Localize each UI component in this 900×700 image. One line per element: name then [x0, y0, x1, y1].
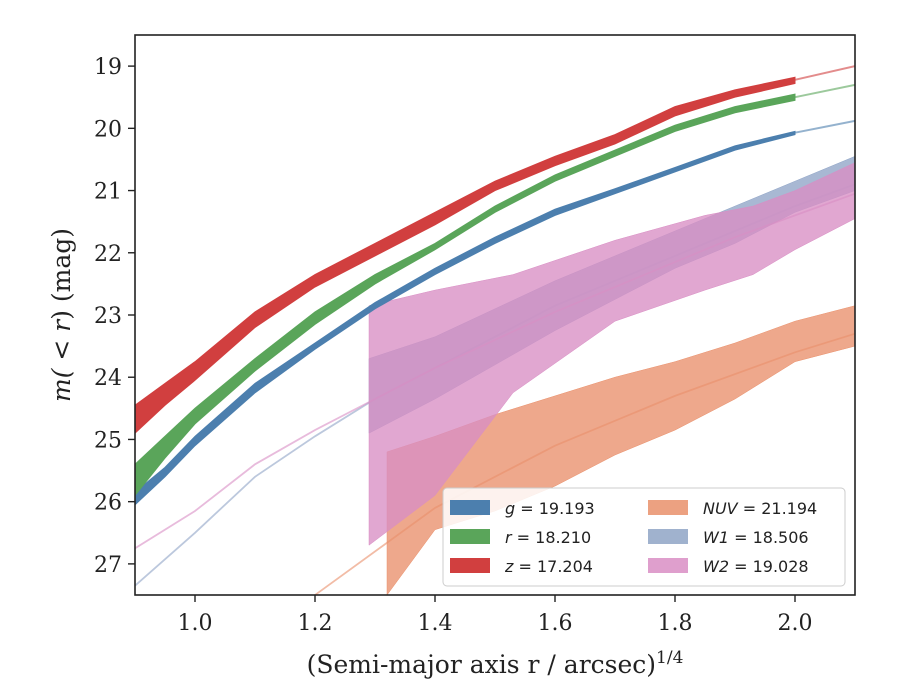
legend-label-nuv: NUV = 21.194	[703, 499, 817, 518]
y-axis-title: m( < r) (mag)	[47, 228, 76, 402]
legend-swatch-w1	[648, 529, 688, 544]
x-tick-label: 1.2	[298, 611, 333, 636]
y-tick-label: 21	[94, 180, 122, 205]
series-z-band	[135, 76, 796, 434]
x-tick-label: 1.4	[418, 611, 453, 636]
legend-swatch-g	[450, 500, 490, 515]
y-tick-label: 23	[94, 304, 122, 329]
y-tick-label: 20	[94, 117, 122, 142]
ticks-layer: 1.0 1.2 1.4 1.6 1.8 2.0 19 20 21 22 23 24 25 26 27	[94, 55, 813, 636]
y-tick-label: 19	[94, 55, 122, 80]
legend-equals: =	[515, 499, 539, 518]
y-tick-label: 26	[94, 491, 122, 516]
legend-band-name: z	[504, 557, 514, 576]
x-tick-label: 1.8	[658, 611, 693, 636]
legend-swatch-w2	[648, 558, 688, 573]
x-axis-title-main: (Semi-major axis r / arcsec)	[307, 650, 656, 679]
legend: g = 19.193 r = 18.210 z = 17.204 NUV = 21.1…	[442, 487, 846, 587]
legend-label-w1: W1 = 18.506	[703, 528, 809, 547]
series-r-band	[135, 93, 796, 497]
legend-label-r: r = 18.210	[505, 528, 591, 547]
legend-swatch-nuv	[648, 500, 688, 515]
legend-magnitude: 19.028	[753, 557, 809, 576]
legend-label-g: g = 19.193	[505, 499, 595, 518]
x-axis-title-exponent: 1/4	[656, 648, 683, 668]
legend-band-name: r	[505, 528, 513, 547]
legend-band-name: W2	[703, 557, 729, 576]
legend-label-z: z = 17.204	[504, 557, 593, 576]
legend-magnitude: 18.210	[535, 528, 591, 547]
legend-equals: =	[729, 528, 753, 547]
y-axis-title-post: ) (mag)	[47, 228, 76, 320]
legend-magnitude: 17.204	[537, 557, 593, 576]
x-tick-label: 1.6	[538, 611, 573, 636]
y-axis-title-pre: m(	[47, 367, 76, 402]
series-g-model-line	[794, 119, 855, 134]
legend-swatch-r	[450, 529, 490, 544]
series-w2-band	[368, 162, 855, 546]
y-tick-label: 24	[94, 366, 122, 391]
legend-band-name: g	[505, 499, 515, 518]
legend-band-name: W1	[703, 528, 729, 547]
legend-magnitude: 21.194	[761, 499, 817, 518]
series-layer	[135, 65, 855, 595]
x-tick-label: 2.0	[778, 611, 813, 636]
series-g-band	[135, 130, 796, 506]
legend-frame	[442, 487, 846, 587]
x-tick-label: 1.0	[178, 611, 213, 636]
legend-magnitude: 18.506	[753, 528, 809, 547]
legend-label-w2: W2 = 19.028	[703, 557, 809, 576]
x-axis-title: (Semi-major axis r / arcsec)1/4	[307, 648, 684, 679]
series-z-model-line	[794, 65, 855, 81]
legend-equals: =	[729, 557, 753, 576]
legend-equals: =	[738, 499, 762, 518]
legend-equals: =	[512, 528, 536, 547]
series-r-model-line	[794, 83, 855, 99]
legend-magnitude: 19.193	[539, 499, 595, 518]
y-tick-label: 27	[94, 553, 122, 578]
y-tick-label: 22	[94, 242, 122, 267]
legend-equals: =	[513, 557, 537, 576]
legend-band-name: NUV	[703, 499, 739, 518]
y-tick-label: 25	[94, 428, 122, 453]
y-axis-title-mid: < r	[47, 318, 76, 369]
legend-swatch-z	[450, 558, 490, 573]
